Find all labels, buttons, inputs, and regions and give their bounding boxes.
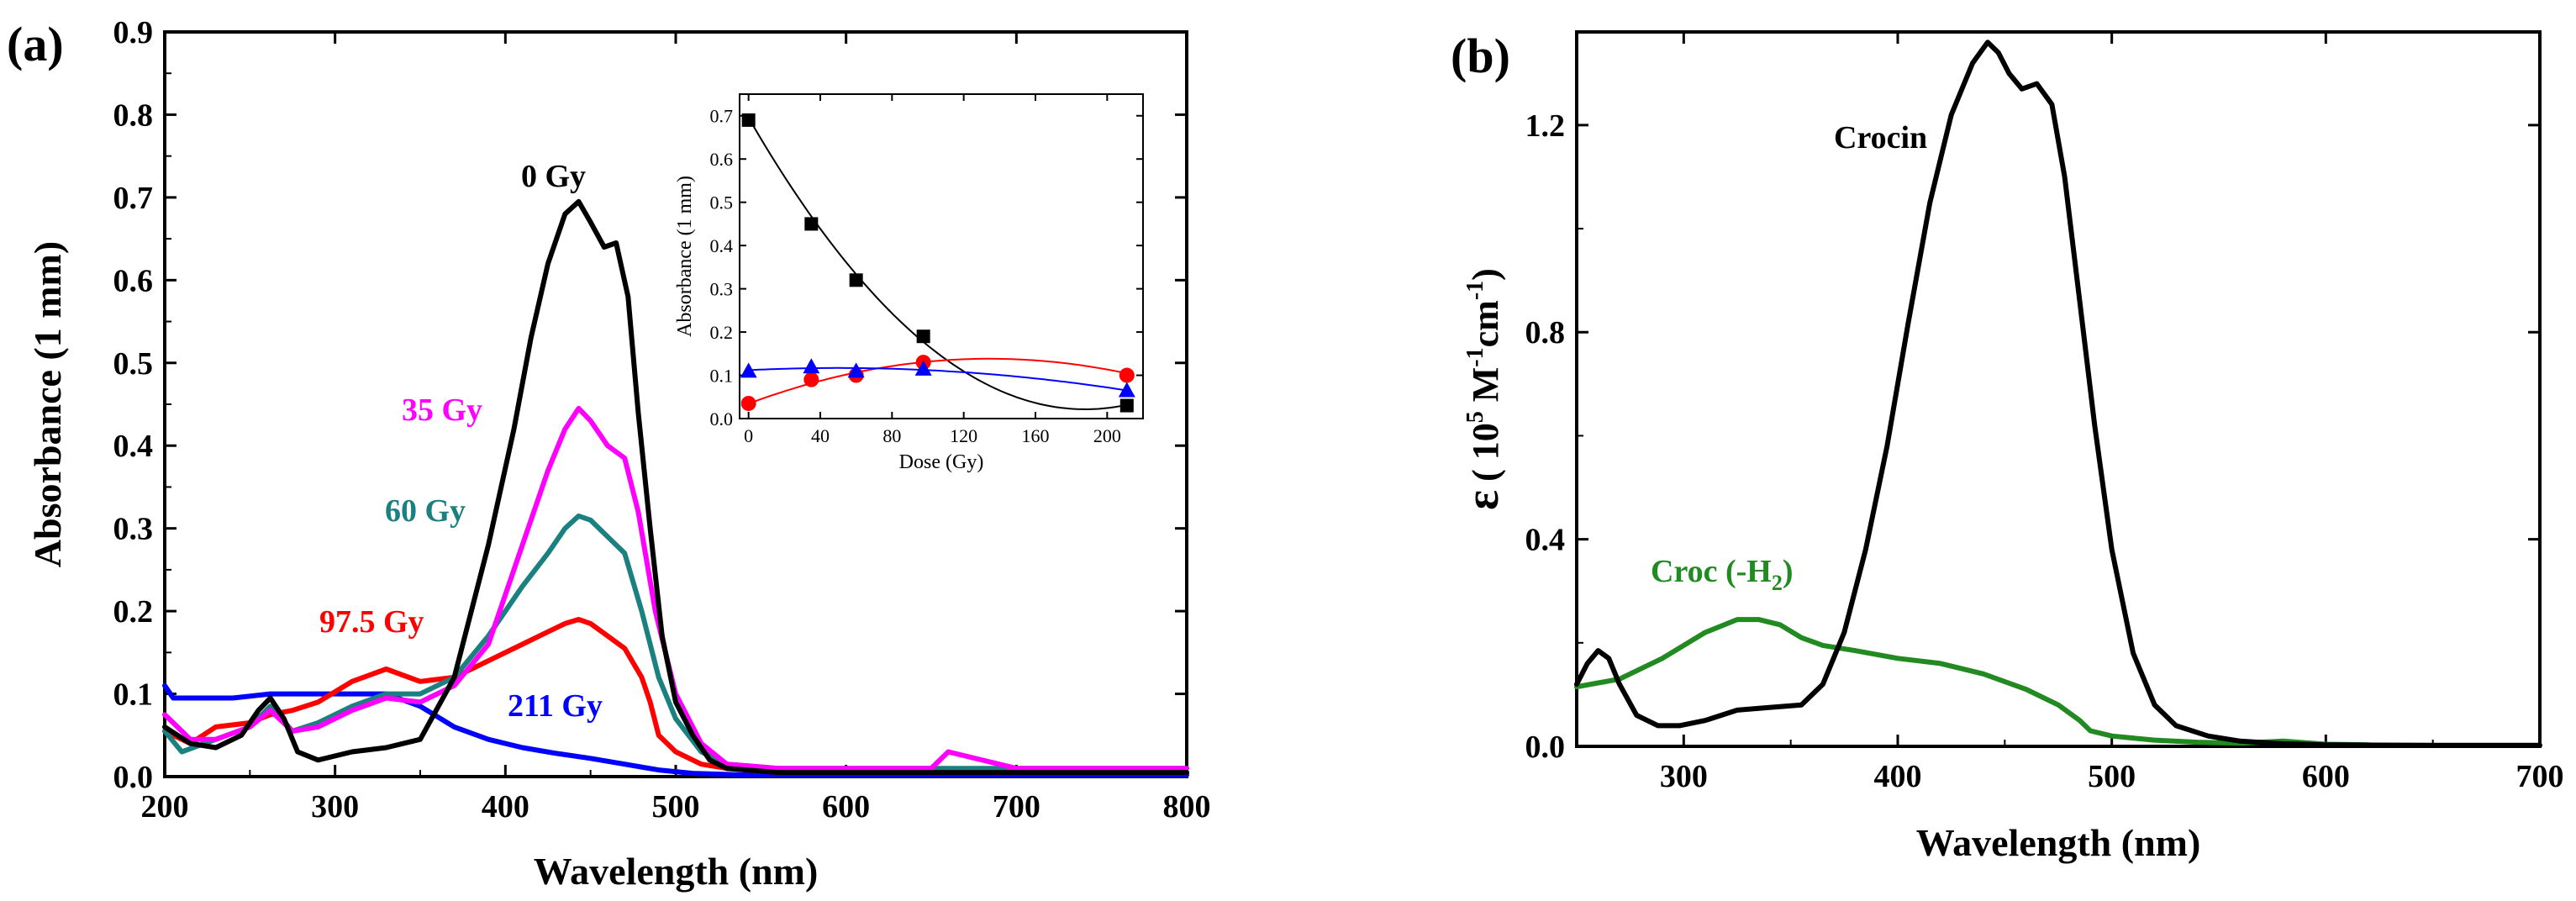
inset-x-tick-label: 160 <box>1022 425 1050 446</box>
panel-a-label: (a) <box>7 17 64 71</box>
inset-triangle-marker <box>1118 382 1135 398</box>
inset-circle-marker <box>1119 367 1135 383</box>
series-line-211-gy <box>162 682 1189 777</box>
x-tick-label: 300 <box>1660 759 1708 794</box>
y-tick-label: 0.9 <box>113 15 154 50</box>
x-tick-label: 600 <box>2302 759 2350 794</box>
inset-square-marker <box>849 273 863 287</box>
inset-square-marker <box>1119 398 1134 413</box>
inset-triangle-marker <box>847 362 865 378</box>
panel-a-x-axis-label: Wavelength (nm) <box>534 850 819 893</box>
label-97-5-gy: 97.5 Gy <box>319 604 424 640</box>
y-tick-label: 0.8 <box>1525 315 1566 350</box>
inset-x-ticks: 0 40 80 120 160 200 <box>744 94 1121 446</box>
panel-b-plot-frame <box>1575 30 2542 748</box>
inset-y-tick-label: 0.5 <box>710 192 734 213</box>
series-line-croc-h2- <box>1574 617 2372 748</box>
inset-x-tick-label: 200 <box>1093 425 1121 446</box>
inset-circle-marker <box>803 371 819 387</box>
series-line-60-gy <box>162 513 1189 772</box>
x-tick-label: 600 <box>822 789 870 825</box>
panel-b: (b) 0.0 0.4 0.8 1.2 300 400 500 600 700 Wavelen… <box>1451 29 2564 864</box>
inset-square-marker <box>741 113 756 127</box>
epsilon-symbol: ε <box>1457 490 1509 510</box>
inset-fit-curve-0 <box>747 117 1125 411</box>
y-tick-label: 1.2 <box>1525 108 1566 144</box>
label-crocin: Crocin <box>1834 120 1927 155</box>
inset-y-tick-label: 0.2 <box>710 322 734 343</box>
inset-x-tick-label: 0 <box>744 425 753 446</box>
label-211-gy: 211 Gy <box>508 688 603 724</box>
panel-b-label: (b) <box>1451 29 1510 83</box>
inset-x-tick-label: 80 <box>882 425 901 446</box>
y-tick-label: 0.7 <box>113 181 154 216</box>
inset-triangle-marker <box>803 358 820 374</box>
y-tick-label: 0.6 <box>113 263 154 298</box>
series-line-0-gy <box>162 198 1189 776</box>
label-35-gy: 35 Gy <box>402 393 482 428</box>
x-tick-label: 300 <box>311 789 359 825</box>
inset-y-tick-label: 0.7 <box>710 106 734 127</box>
inset-markers <box>740 113 1135 413</box>
inset-triangle-marker <box>740 362 757 378</box>
inset-y-tick-label: 0.0 <box>710 408 734 429</box>
label-0-gy: 0 Gy <box>521 159 586 194</box>
panel-a-y-axis-label: Absorbance (1 mm) <box>26 241 69 567</box>
y-tick-label: 0.3 <box>113 512 154 547</box>
y-tick-label: 0.0 <box>113 760 154 795</box>
panel-a-x-ticks: 200 300 400 500 600 700 800 <box>141 32 1211 825</box>
y-tick-label: 0.4 <box>1525 523 1566 558</box>
x-tick-label: 400 <box>482 789 529 825</box>
x-tick-label: 400 <box>1874 759 1922 794</box>
x-tick-label: 500 <box>652 789 700 825</box>
panel-b-y-ticks: 0.0 0.4 0.8 1.2 <box>1525 108 2540 765</box>
inset-y-tick-label: 0.4 <box>710 235 734 256</box>
inset-y-tick-label: 0.1 <box>710 366 734 387</box>
inset-x-tick-label: 120 <box>950 425 977 446</box>
series-line-crocin <box>1574 40 2542 748</box>
label-60-gy: 60 Gy <box>385 493 466 529</box>
y-tick-label: 0.4 <box>113 429 154 464</box>
inset-circle-marker <box>740 395 756 411</box>
label-croc-h2: Croc (-H2) <box>1651 554 1794 595</box>
y-tick-label: 0.5 <box>113 346 154 382</box>
inset-plot-frame <box>739 93 1144 419</box>
panel-a-inset: 0.00.10.20.30.40.50.60.7 0 40 80 120 160 200 … <box>674 93 1144 473</box>
panel-a-series-lines <box>162 198 1189 777</box>
panel-b-series-lines <box>1574 40 2542 748</box>
inset-x-tick-label: 40 <box>811 425 830 446</box>
panel-b-x-ticks: 300 400 500 600 700 <box>1660 32 2564 794</box>
x-tick-label: 500 <box>2088 759 2136 794</box>
x-tick-label: 700 <box>993 789 1040 825</box>
inset-square-marker <box>916 329 930 344</box>
inset-triangle-marker <box>914 360 932 376</box>
inset-y-tick-label: 0.6 <box>710 149 734 170</box>
inset-y-axis-label: Absorbance (1 mm) <box>674 176 696 337</box>
y-tick-label: 0.0 <box>1525 730 1566 765</box>
x-tick-label: 200 <box>141 789 189 825</box>
x-tick-label: 700 <box>2516 759 2564 794</box>
panel-b-y-axis-label: ε( 105 M-1cm-1) <box>1457 268 1509 510</box>
inset-y-ticks: 0.0 0.1 0.2 0.3 0.4 0.5 0.6 0.7 <box>710 106 1143 429</box>
y-tick-label: 0.1 <box>113 677 154 713</box>
panel-a-y-ticks: 0.0 0.1 0.2 0.3 0.4 0.5 0.6 0.7 0.8 0.9 <box>113 15 1187 795</box>
inset-y-tick-label: 0.3 <box>710 279 734 300</box>
panel-a: (a) 0.0 0.1 0.2 0.3 0.4 0.5 0.6 0.7 0.8 0.9 200 30… <box>7 15 1211 893</box>
inset-x-axis-label: Dose (Gy) <box>899 451 984 473</box>
x-tick-label: 800 <box>1163 789 1211 825</box>
inset-square-marker <box>804 217 819 231</box>
panel-b-x-axis-label: Wavelength (nm) <box>1916 821 2201 864</box>
y-tick-label: 0.8 <box>113 97 154 133</box>
y-tick-label: 0.2 <box>113 594 154 630</box>
